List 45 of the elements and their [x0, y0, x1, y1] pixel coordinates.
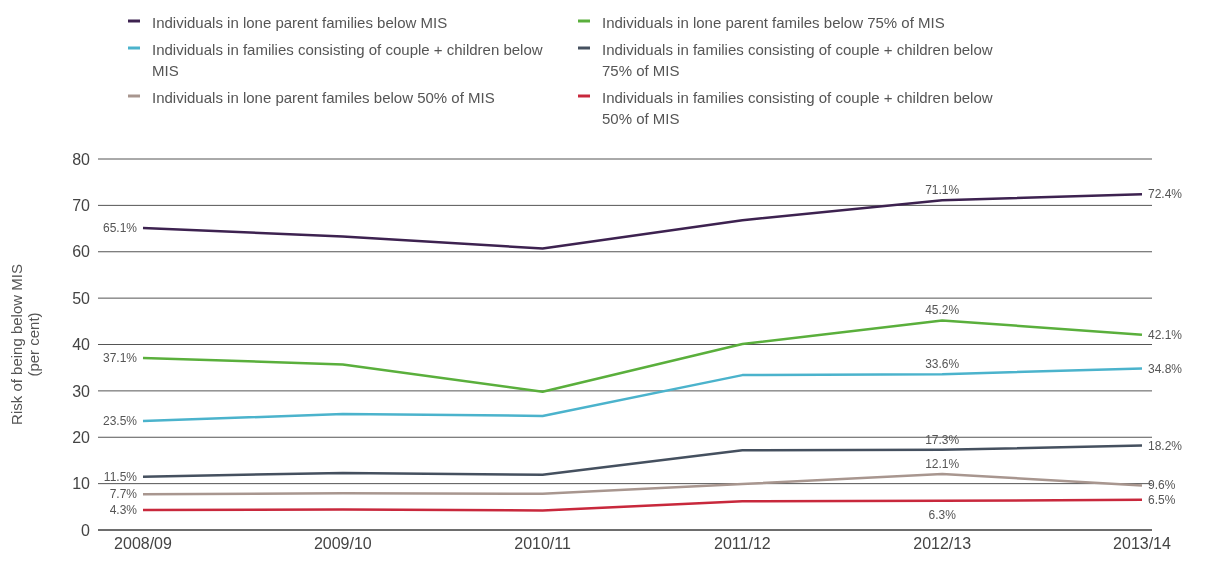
- data-label: 6.3%: [928, 507, 957, 522]
- data-label: 37.1%: [102, 350, 138, 365]
- legend-label: Individuals in families consisting of couple + children below 50% of MIS: [602, 88, 994, 129]
- data-label: 11.5%: [103, 469, 138, 484]
- data-label: 71.1%: [925, 183, 960, 198]
- data-label: 42.1%: [1148, 327, 1183, 342]
- legend-label: Individuals in lone parent families below MIS: [152, 13, 448, 33]
- y-axis-title: Risk of being below MIS (per cent): [8, 264, 42, 425]
- y-tick-label: 40: [72, 336, 91, 354]
- y-tick-label: 20: [72, 428, 91, 446]
- y-tick-label: 0: [81, 521, 91, 539]
- x-tick-label: 2008/09: [114, 535, 173, 553]
- line-series: [141, 367, 1144, 423]
- y-tick-label: 70: [72, 197, 91, 215]
- legend-label: Individuals in lone parent familes below 50% of MIS: [152, 88, 495, 108]
- x-tick-label: 2012/13: [913, 535, 972, 553]
- data-label: 6.5%: [1148, 492, 1176, 507]
- data-label: 7.7%: [109, 487, 138, 502]
- line-series: [141, 319, 1144, 394]
- data-label: 18.2%: [1148, 438, 1183, 453]
- data-label: 65.1%: [102, 221, 138, 236]
- data-label: 4.3%: [109, 503, 138, 518]
- y-tick-label: 10: [72, 475, 91, 493]
- legend-label: Individuals in families consisting of couple + children below MIS: [152, 40, 544, 81]
- data-label: 34.8%: [1148, 361, 1183, 376]
- line-series: [141, 472, 1144, 496]
- legend-label: Individuals in families consisting of couple + children below 75% of MIS: [602, 40, 994, 81]
- y-tick-label: 30: [72, 382, 91, 400]
- data-label: 33.6%: [925, 357, 960, 372]
- x-tick-label: 2009/10: [313, 535, 372, 553]
- y-tick-label: 80: [72, 150, 91, 168]
- line-series: [141, 498, 1144, 512]
- legend-label: Individuals in lone parent familes below 75% of MIS: [602, 13, 945, 33]
- x-tick-label: 2013/14: [1113, 535, 1172, 553]
- line-series: [141, 193, 1144, 250]
- data-label: 23.5%: [102, 414, 138, 429]
- data-label: 72.4%: [1148, 187, 1183, 202]
- data-label: 12.1%: [925, 456, 960, 471]
- data-label: 9.6%: [1148, 478, 1176, 493]
- x-tick-label: 2010/11: [514, 535, 572, 553]
- line-series: [141, 444, 1144, 478]
- y-tick-label: 50: [72, 289, 91, 307]
- x-tick-label: 2011/12: [714, 535, 771, 553]
- y-tick-label: 60: [72, 243, 91, 261]
- data-label: 45.2%: [925, 303, 960, 318]
